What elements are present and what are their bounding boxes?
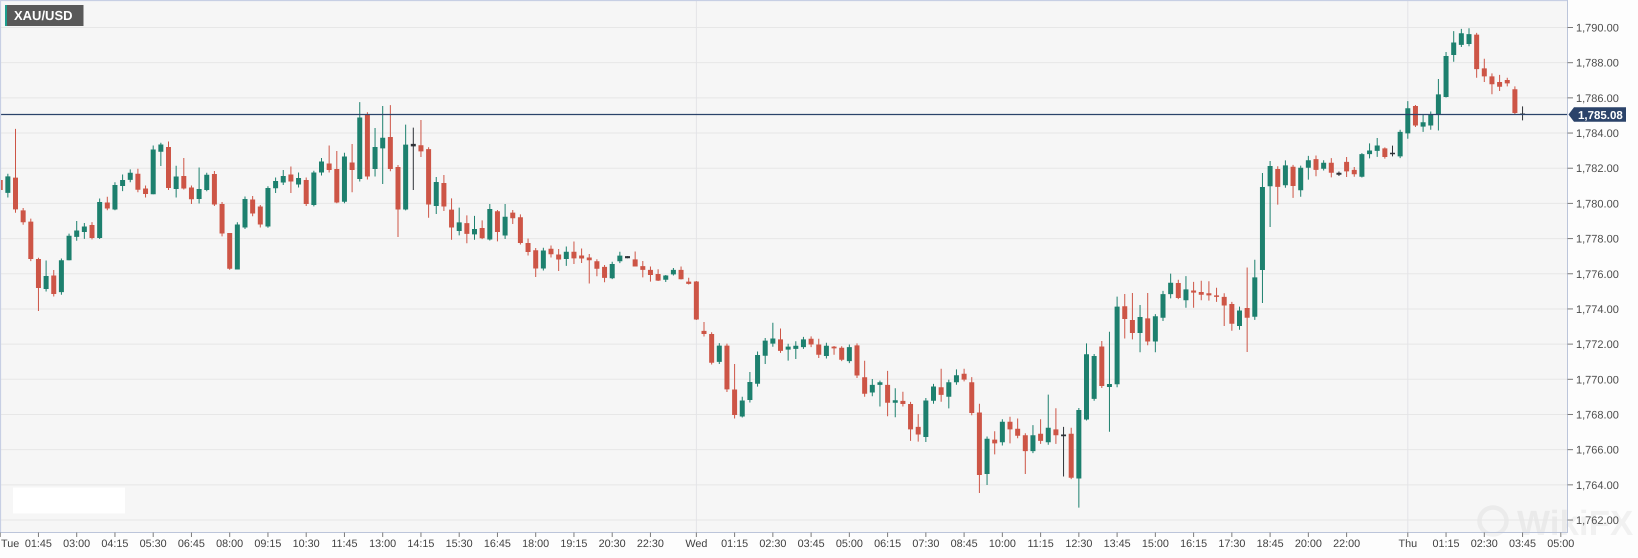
svg-text:15:00: 15:00	[1142, 538, 1169, 550]
svg-text:07:30: 07:30	[912, 538, 939, 550]
svg-text:14:15: 14:15	[407, 538, 434, 550]
svg-text:1,785.08: 1,785.08	[1578, 110, 1623, 122]
svg-text:02:30: 02:30	[1471, 538, 1498, 550]
svg-text:12:30: 12:30	[1065, 538, 1092, 550]
svg-text:22:30: 22:30	[637, 538, 664, 550]
svg-text:13:45: 13:45	[1104, 538, 1131, 550]
svg-text:05:00: 05:00	[1547, 538, 1574, 550]
svg-text:1,790.00: 1,790.00	[1576, 23, 1619, 35]
svg-text:03:00: 03:00	[63, 538, 90, 550]
svg-text:XAU/USD: XAU/USD	[14, 8, 73, 23]
svg-text:20:30: 20:30	[599, 538, 626, 550]
svg-text:1,762.00: 1,762.00	[1576, 515, 1619, 527]
svg-text:1,786.00: 1,786.00	[1576, 93, 1619, 105]
svg-text:02:30: 02:30	[759, 538, 786, 550]
svg-text:Wed: Wed	[685, 538, 707, 550]
svg-text:1,784.00: 1,784.00	[1576, 128, 1619, 140]
svg-text:1,780.00: 1,780.00	[1576, 198, 1619, 210]
svg-text:10:00: 10:00	[989, 538, 1016, 550]
svg-text:1,774.00: 1,774.00	[1576, 304, 1619, 316]
svg-text:20:00: 20:00	[1295, 538, 1322, 550]
svg-text:WikiFX: WikiFX	[1517, 504, 1634, 543]
svg-text:1,770.00: 1,770.00	[1576, 374, 1619, 386]
svg-text:01:15: 01:15	[721, 538, 748, 550]
svg-text:1,778.00: 1,778.00	[1576, 234, 1619, 246]
svg-text:Tue: Tue	[1, 538, 19, 550]
svg-text:19:15: 19:15	[560, 538, 587, 550]
svg-text:18:00: 18:00	[522, 538, 549, 550]
svg-text:08:00: 08:00	[216, 538, 243, 550]
svg-text:01:15: 01:15	[1433, 538, 1460, 550]
svg-text:1,772.00: 1,772.00	[1576, 339, 1619, 351]
svg-text:11:15: 11:15	[1027, 538, 1053, 550]
svg-text:1,766.00: 1,766.00	[1576, 445, 1619, 457]
svg-text:13:00: 13:00	[369, 538, 396, 550]
svg-text:04:15: 04:15	[101, 538, 128, 550]
svg-text:06:45: 06:45	[178, 538, 205, 550]
svg-text:10:30: 10:30	[293, 538, 320, 550]
svg-text:1,776.00: 1,776.00	[1576, 269, 1619, 281]
svg-text:01:45: 01:45	[25, 538, 52, 550]
svg-text:09:15: 09:15	[254, 538, 281, 550]
svg-text:22:00: 22:00	[1333, 538, 1360, 550]
svg-text:1,768.00: 1,768.00	[1576, 409, 1619, 421]
svg-text:18:45: 18:45	[1257, 538, 1284, 550]
svg-text:17:30: 17:30	[1218, 538, 1245, 550]
svg-text:15:30: 15:30	[446, 538, 473, 550]
svg-text:05:00: 05:00	[836, 538, 863, 550]
svg-text:1,764.00: 1,764.00	[1576, 480, 1619, 492]
svg-text:06:15: 06:15	[874, 538, 901, 550]
svg-text:Thu: Thu	[1398, 538, 1417, 550]
svg-text:05:30: 05:30	[140, 538, 167, 550]
svg-text:03:45: 03:45	[1509, 538, 1536, 550]
svg-text:16:15: 16:15	[1180, 538, 1207, 550]
svg-text:1,788.00: 1,788.00	[1576, 58, 1619, 70]
svg-text:03:45: 03:45	[798, 538, 825, 550]
svg-text:11:45: 11:45	[331, 538, 357, 550]
svg-text:1,782.00: 1,782.00	[1576, 163, 1619, 175]
svg-text:16:45: 16:45	[484, 538, 511, 550]
svg-text:08:45: 08:45	[951, 538, 978, 550]
